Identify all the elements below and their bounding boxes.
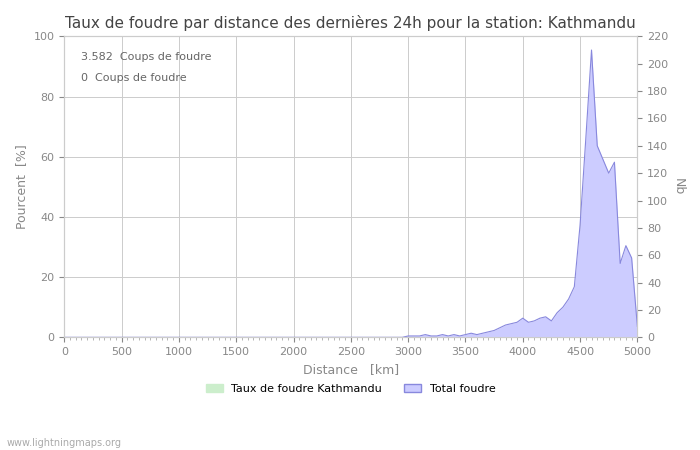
Y-axis label: Pourcent  [%]: Pourcent [%] <box>15 144 28 229</box>
Text: 3.582  Coups de foudre: 3.582 Coups de foudre <box>81 52 212 63</box>
Legend: Taux de foudre Kathmandu, Total foudre: Taux de foudre Kathmandu, Total foudre <box>202 379 500 398</box>
Text: 0  Coups de foudre: 0 Coups de foudre <box>81 73 187 84</box>
Text: www.lightningmaps.org: www.lightningmaps.org <box>7 437 122 447</box>
Title: Taux de foudre par distance des dernières 24h pour la station: Kathmandu: Taux de foudre par distance des dernière… <box>65 15 636 31</box>
X-axis label: Distance   [km]: Distance [km] <box>303 363 399 376</box>
Y-axis label: Nb: Nb <box>672 178 685 195</box>
